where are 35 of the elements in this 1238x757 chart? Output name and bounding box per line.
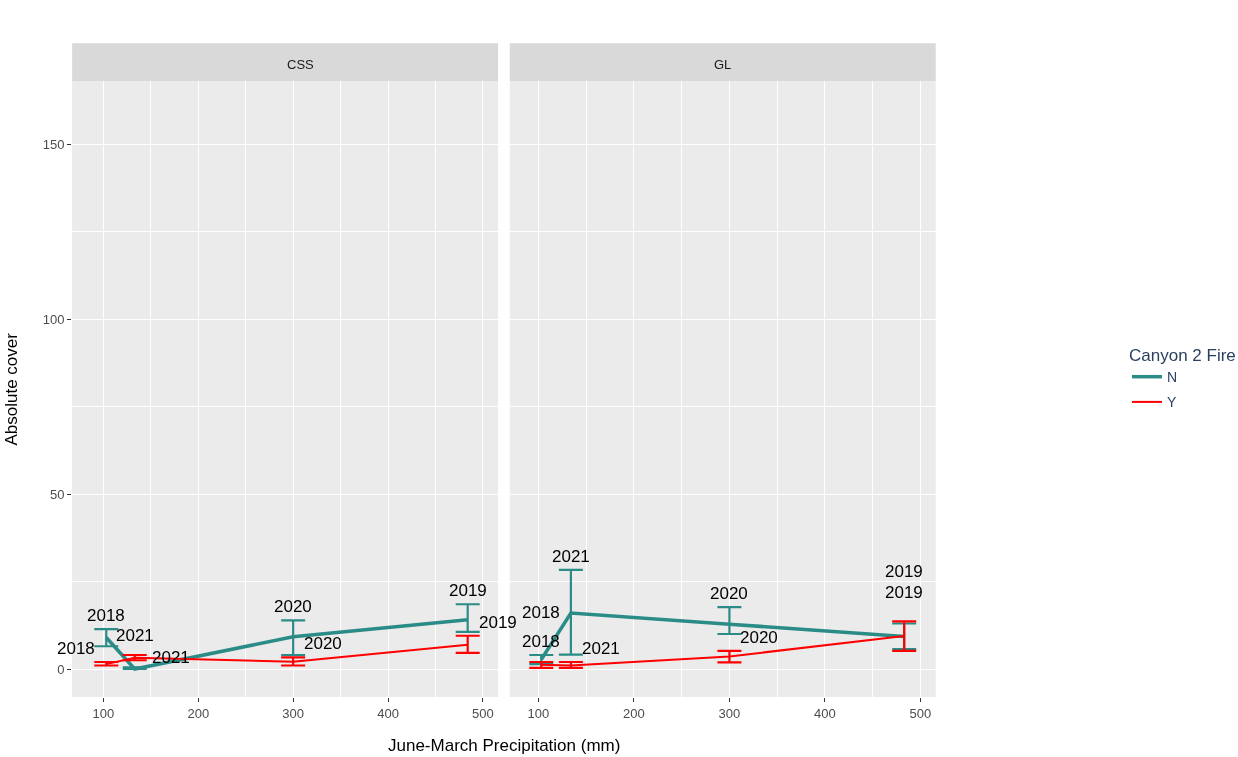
annotation: 2019 (449, 581, 487, 600)
annotation: 2018 (87, 606, 125, 625)
chart-title: GL (714, 57, 732, 72)
annotation: 2021 (116, 626, 154, 645)
y-tick-label: 100 (42, 311, 65, 327)
annotation: 2020 (710, 584, 748, 603)
y-axis-title: Absolute cover (2, 332, 22, 446)
y-tick-label: 150 (42, 136, 65, 152)
x-tick-label: 200 (187, 705, 210, 721)
annotation: 2020 (304, 634, 342, 653)
x-tick-label: 300 (282, 705, 304, 721)
x-tick-label: 300 (718, 705, 741, 721)
annotation: 2018 (57, 639, 95, 658)
x-tick-label: 100 (92, 705, 115, 721)
x-tick-label: 100 (527, 705, 550, 721)
y-tick-label: 50 (50, 486, 65, 502)
annotation: 2019 (885, 562, 923, 581)
annotation: 2020 (740, 628, 778, 647)
annotation: 2021 (582, 639, 620, 658)
legend-label: Y (1167, 394, 1177, 411)
annotation: 2019 (479, 613, 517, 632)
x-tick-label: 400 (814, 705, 836, 721)
x-tick-label: 500 (472, 705, 494, 721)
annotation: 2019 (885, 583, 923, 602)
chart-title: CSS (287, 57, 315, 72)
legend-title: Canyon 2 Fire (1129, 346, 1236, 366)
x-tick-label: 200 (623, 705, 645, 721)
x-tick-label: 500 (909, 705, 932, 721)
y-tick-label: 0 (57, 661, 65, 677)
annotation: 2021 (552, 547, 590, 566)
legend-label: N (1167, 369, 1178, 386)
annotation: 2020 (274, 597, 312, 616)
annotation: 2018 (522, 603, 560, 622)
x-tick-label: 400 (377, 705, 399, 721)
x-axis-title: June-March Precipitation (mm) (388, 736, 621, 755)
